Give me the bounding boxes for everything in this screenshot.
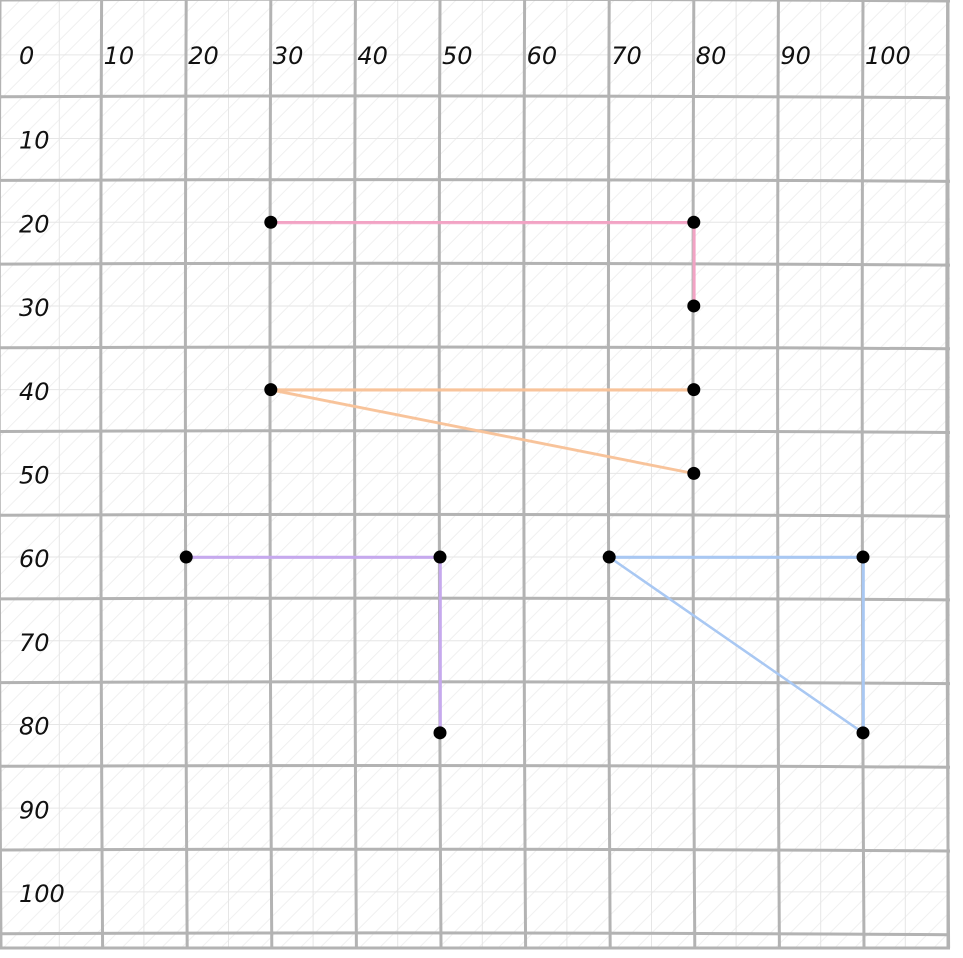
point-marker	[687, 466, 701, 480]
y-tick-label: 70	[19, 629, 50, 657]
point-marker	[602, 550, 616, 564]
major-gridline-v	[606, 0, 612, 949]
major-gridline-h	[0, 847, 951, 853]
major-gridline-h	[0, 345, 951, 351]
shape-blue-sketch	[609, 557, 865, 735]
y-tick-label: 20	[19, 210, 50, 238]
y-tick-label: 90	[19, 796, 50, 824]
major-grid	[0, 0, 951, 950]
x-tick-label: 40	[357, 42, 388, 70]
major-gridline-h	[0, 931, 951, 937]
point-marker	[264, 383, 278, 397]
x-tick-label: 70	[611, 42, 642, 70]
major-gridline-h	[0, 596, 951, 602]
y-tick-label: 100	[19, 880, 65, 908]
x-tick-label: 20	[188, 42, 219, 70]
major-gridline-v	[99, 0, 105, 949]
major-gridline-v	[860, 0, 866, 949]
major-gridline-h	[0, 0, 951, 3]
point-marker	[856, 550, 870, 564]
major-gridline-h	[0, 512, 951, 518]
x-tick-label: 0	[19, 42, 34, 70]
point-marker	[433, 550, 447, 564]
point-marker	[687, 383, 701, 397]
x-tick-label: 10	[104, 42, 135, 70]
point-marker	[433, 726, 447, 740]
major-gridline-v	[268, 0, 274, 949]
point-marker	[179, 550, 193, 564]
major-gridline-v	[353, 0, 358, 949]
point-marker	[687, 215, 701, 229]
x-tick-label: 60	[527, 42, 558, 70]
major-gridline-v	[183, 0, 189, 949]
major-gridline-v	[522, 0, 528, 949]
y-tick-label: 30	[19, 294, 50, 322]
hatch-fill	[0, 0, 950, 948]
x-tick-label: 90	[780, 42, 811, 70]
point-marker	[856, 726, 870, 740]
major-gridline-h	[0, 764, 951, 769]
x-axis-labels: 0 10 20 30 40 50 60 70 80 90 100	[19, 42, 911, 70]
major-gridline-v	[0, 0, 3, 949]
x-tick-label: 80	[696, 42, 727, 70]
major-gridline-h	[0, 680, 951, 686]
major-gridline-h	[0, 94, 951, 100]
point-marker	[687, 299, 701, 313]
x-tick-label: 30	[273, 42, 304, 70]
point-layer	[179, 215, 870, 740]
major-gridline-h	[0, 178, 951, 183]
y-axis-labels: 10 20 30 40 50 60 70 80 90 100	[19, 127, 65, 908]
major-gridline-v	[776, 0, 781, 949]
y-tick-label: 40	[19, 378, 50, 406]
y-tick-label: 50	[19, 462, 50, 490]
y-tick-label: 60	[19, 545, 50, 573]
point-marker	[264, 215, 278, 229]
major-gridline-v	[437, 0, 443, 949]
x-tick-label: 50	[442, 42, 473, 70]
y-tick-label: 80	[19, 713, 50, 741]
x-tick-label: 100	[865, 42, 911, 70]
major-gridline-h	[0, 261, 951, 267]
y-tick-label: 10	[19, 127, 50, 155]
